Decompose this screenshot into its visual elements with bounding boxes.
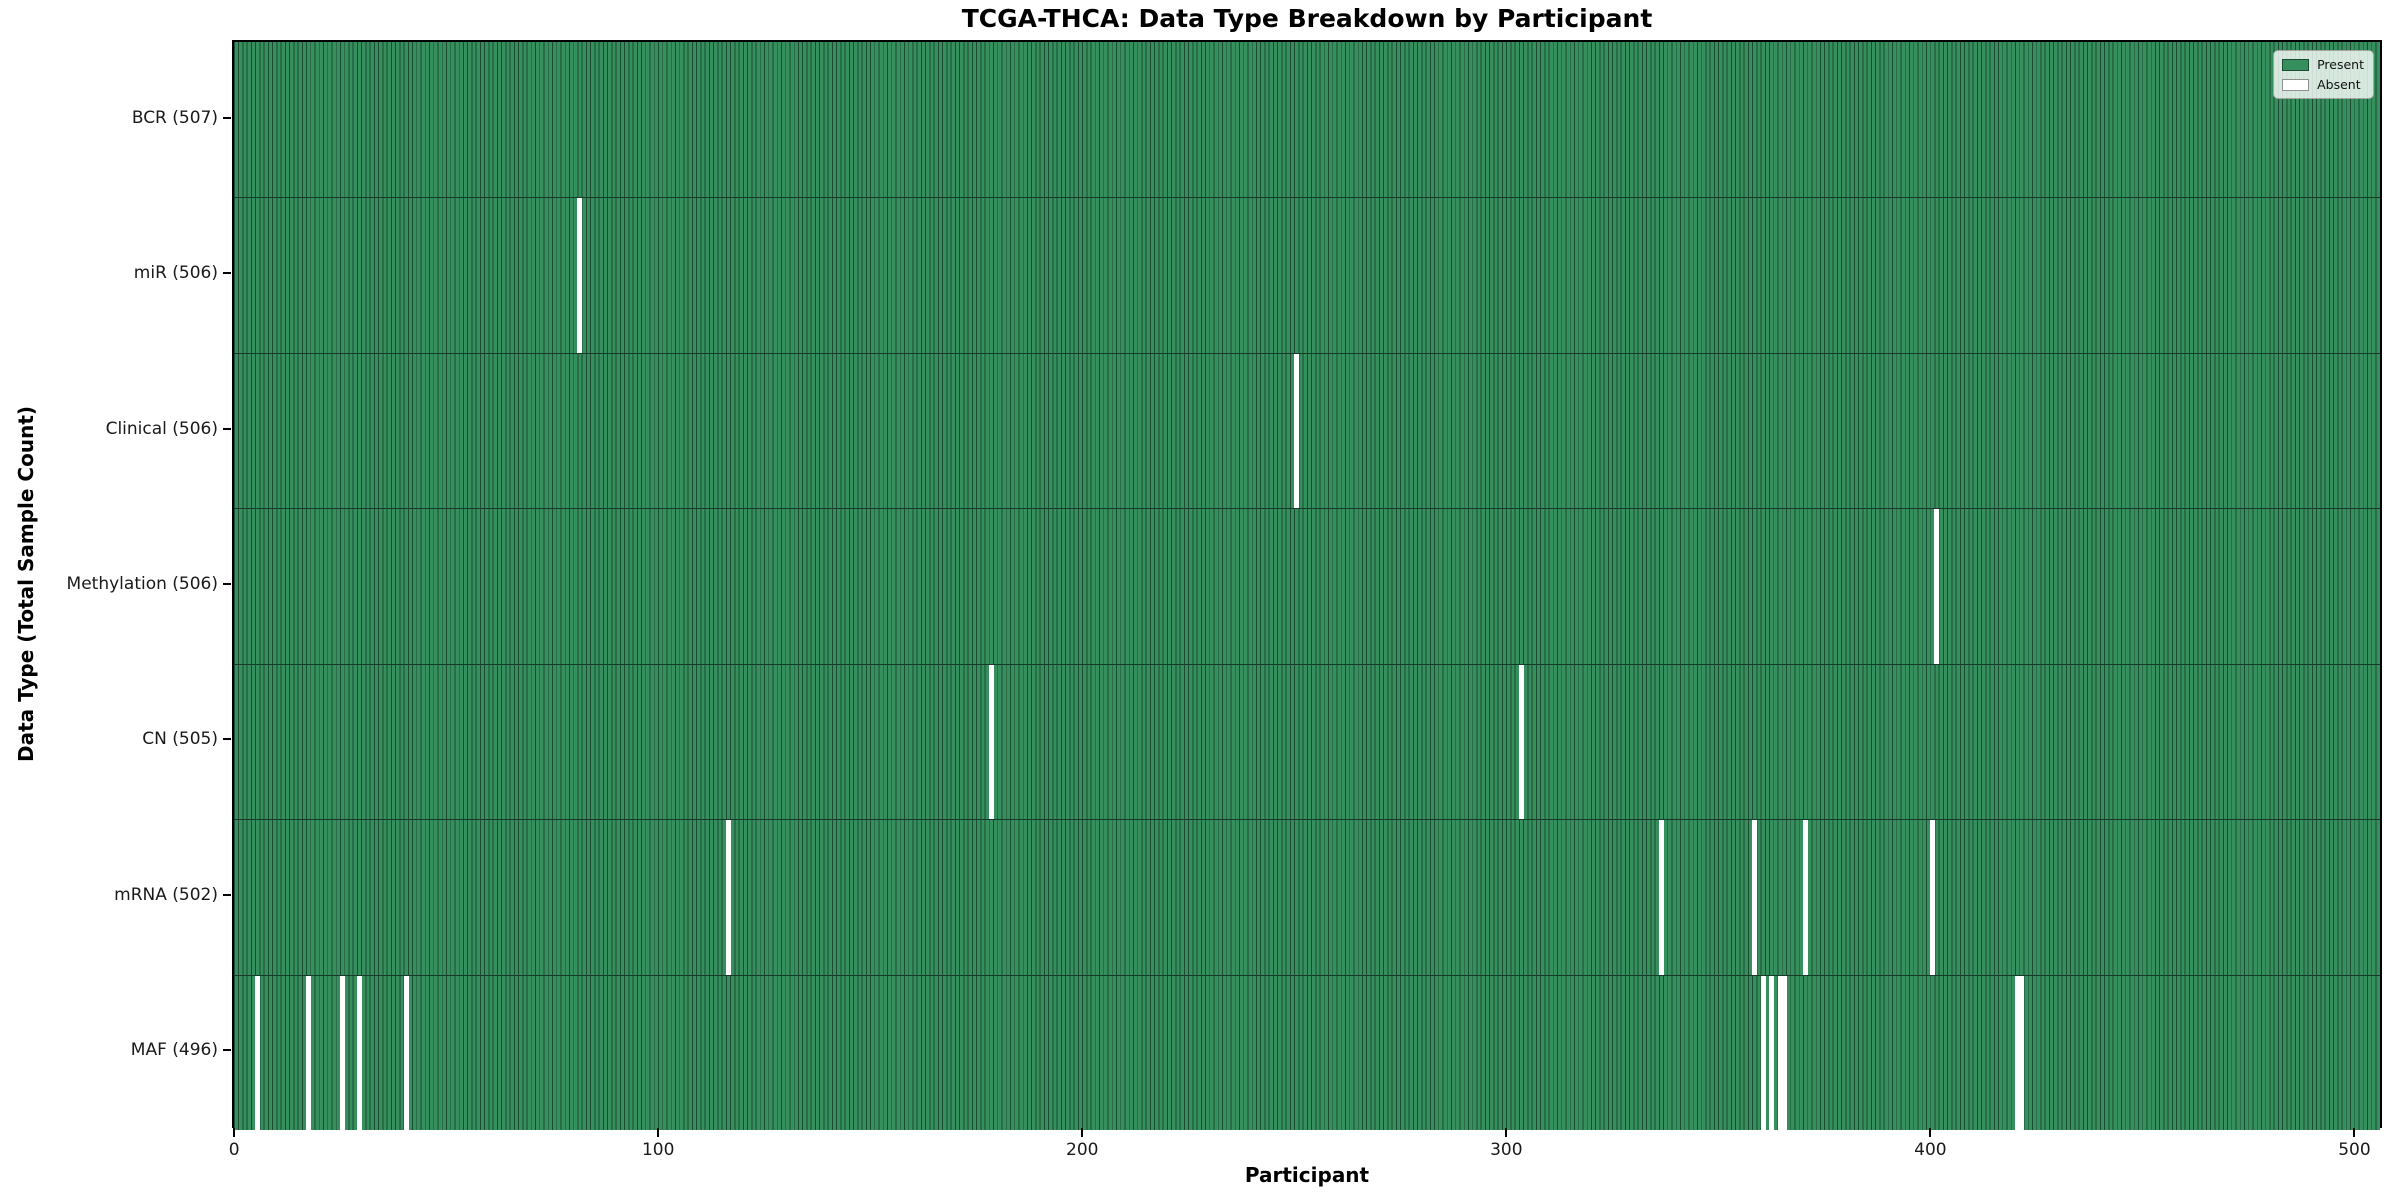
y-tick-mark — [223, 738, 231, 741]
x-tick-label-200: 200 — [1066, 1140, 1099, 1160]
data-row-miR — [234, 197, 2380, 353]
y-tick-mark — [223, 1049, 231, 1052]
x-tick-mark — [1929, 1128, 1932, 1137]
y-tick-mark — [223, 893, 231, 896]
data-row-MAF — [234, 974, 2380, 1130]
absent-gap — [1658, 820, 1664, 975]
y-tick-label-CN: CN (505) — [142, 729, 218, 750]
absent-gap — [306, 975, 312, 1130]
data-row-CN — [234, 663, 2380, 820]
x-tick-mark — [2353, 1128, 2356, 1137]
absent-gap — [1769, 975, 1775, 1130]
x-tick-label-300: 300 — [1490, 1140, 1523, 1160]
y-tick-label-BCR: BCR (507) — [131, 107, 218, 128]
y-tick-label-Methylation: Methylation (506) — [66, 574, 218, 594]
x-tick-label-0: 0 — [228, 1140, 240, 1160]
absent-gap — [1518, 664, 1524, 820]
legend-item-absent: Absent — [2282, 77, 2364, 92]
x-tick-mark — [1081, 1128, 1084, 1137]
y-tick-mark — [223, 583, 231, 585]
y-tick-mark — [223, 427, 231, 430]
legend-item-present: Present — [2282, 57, 2364, 72]
legend-label-absent: Absent — [2317, 77, 2361, 92]
absent-gap — [340, 975, 345, 1130]
absent-gap — [988, 664, 994, 820]
absent-gap — [403, 975, 409, 1130]
absent-gap — [577, 198, 583, 353]
x-axis-label: Participant — [1244, 1163, 1370, 1187]
y-tick-label-mRNA: mRNA (502) — [114, 884, 218, 905]
x-tick-mark — [233, 1128, 236, 1137]
data-row-Clinical — [234, 352, 2380, 509]
x-tick-label-400: 400 — [1914, 1140, 1947, 1160]
absent-swatch-icon — [2282, 78, 2310, 91]
chart-title: TCGA-THCA: Data Type Breakdown by Partic… — [961, 4, 1653, 33]
y-tick-mark — [223, 116, 231, 119]
absent-gap — [2019, 975, 2025, 1130]
plot-area: Present Absent — [232, 40, 2382, 1130]
y-tick-mark — [223, 272, 231, 275]
y-tick-label-Clinical: Clinical (506) — [105, 418, 218, 439]
y-tick-label-MAF: MAF (496) — [130, 1040, 218, 1061]
x-tick-mark — [1505, 1128, 1508, 1137]
data-row-Methylation — [234, 508, 2380, 664]
absent-gap — [356, 975, 362, 1130]
absent-gap — [1781, 975, 1787, 1130]
data-row-mRNA — [234, 819, 2380, 975]
absent-gap — [2015, 975, 2020, 1130]
absent-gap — [1294, 353, 1300, 509]
present-swatch-icon — [2282, 58, 2310, 71]
absent-gap — [1930, 820, 1936, 975]
absent-gap — [1934, 509, 1940, 664]
absent-gap — [1760, 975, 1766, 1130]
x-tick-label-500: 500 — [2338, 1140, 2371, 1160]
x-tick-label-100: 100 — [641, 1140, 675, 1160]
absent-gap — [1803, 820, 1808, 975]
absent-gap — [725, 820, 731, 975]
legend-label-present: Present — [2317, 57, 2364, 72]
absent-gap — [1752, 820, 1758, 975]
legend: Present Absent — [2273, 50, 2374, 99]
data-row-BCR — [234, 42, 2380, 198]
absent-gap — [1777, 975, 1783, 1130]
y-tick-label-miR: miR (506) — [133, 263, 218, 284]
x-tick-mark — [657, 1128, 660, 1137]
absent-gap — [255, 975, 261, 1130]
